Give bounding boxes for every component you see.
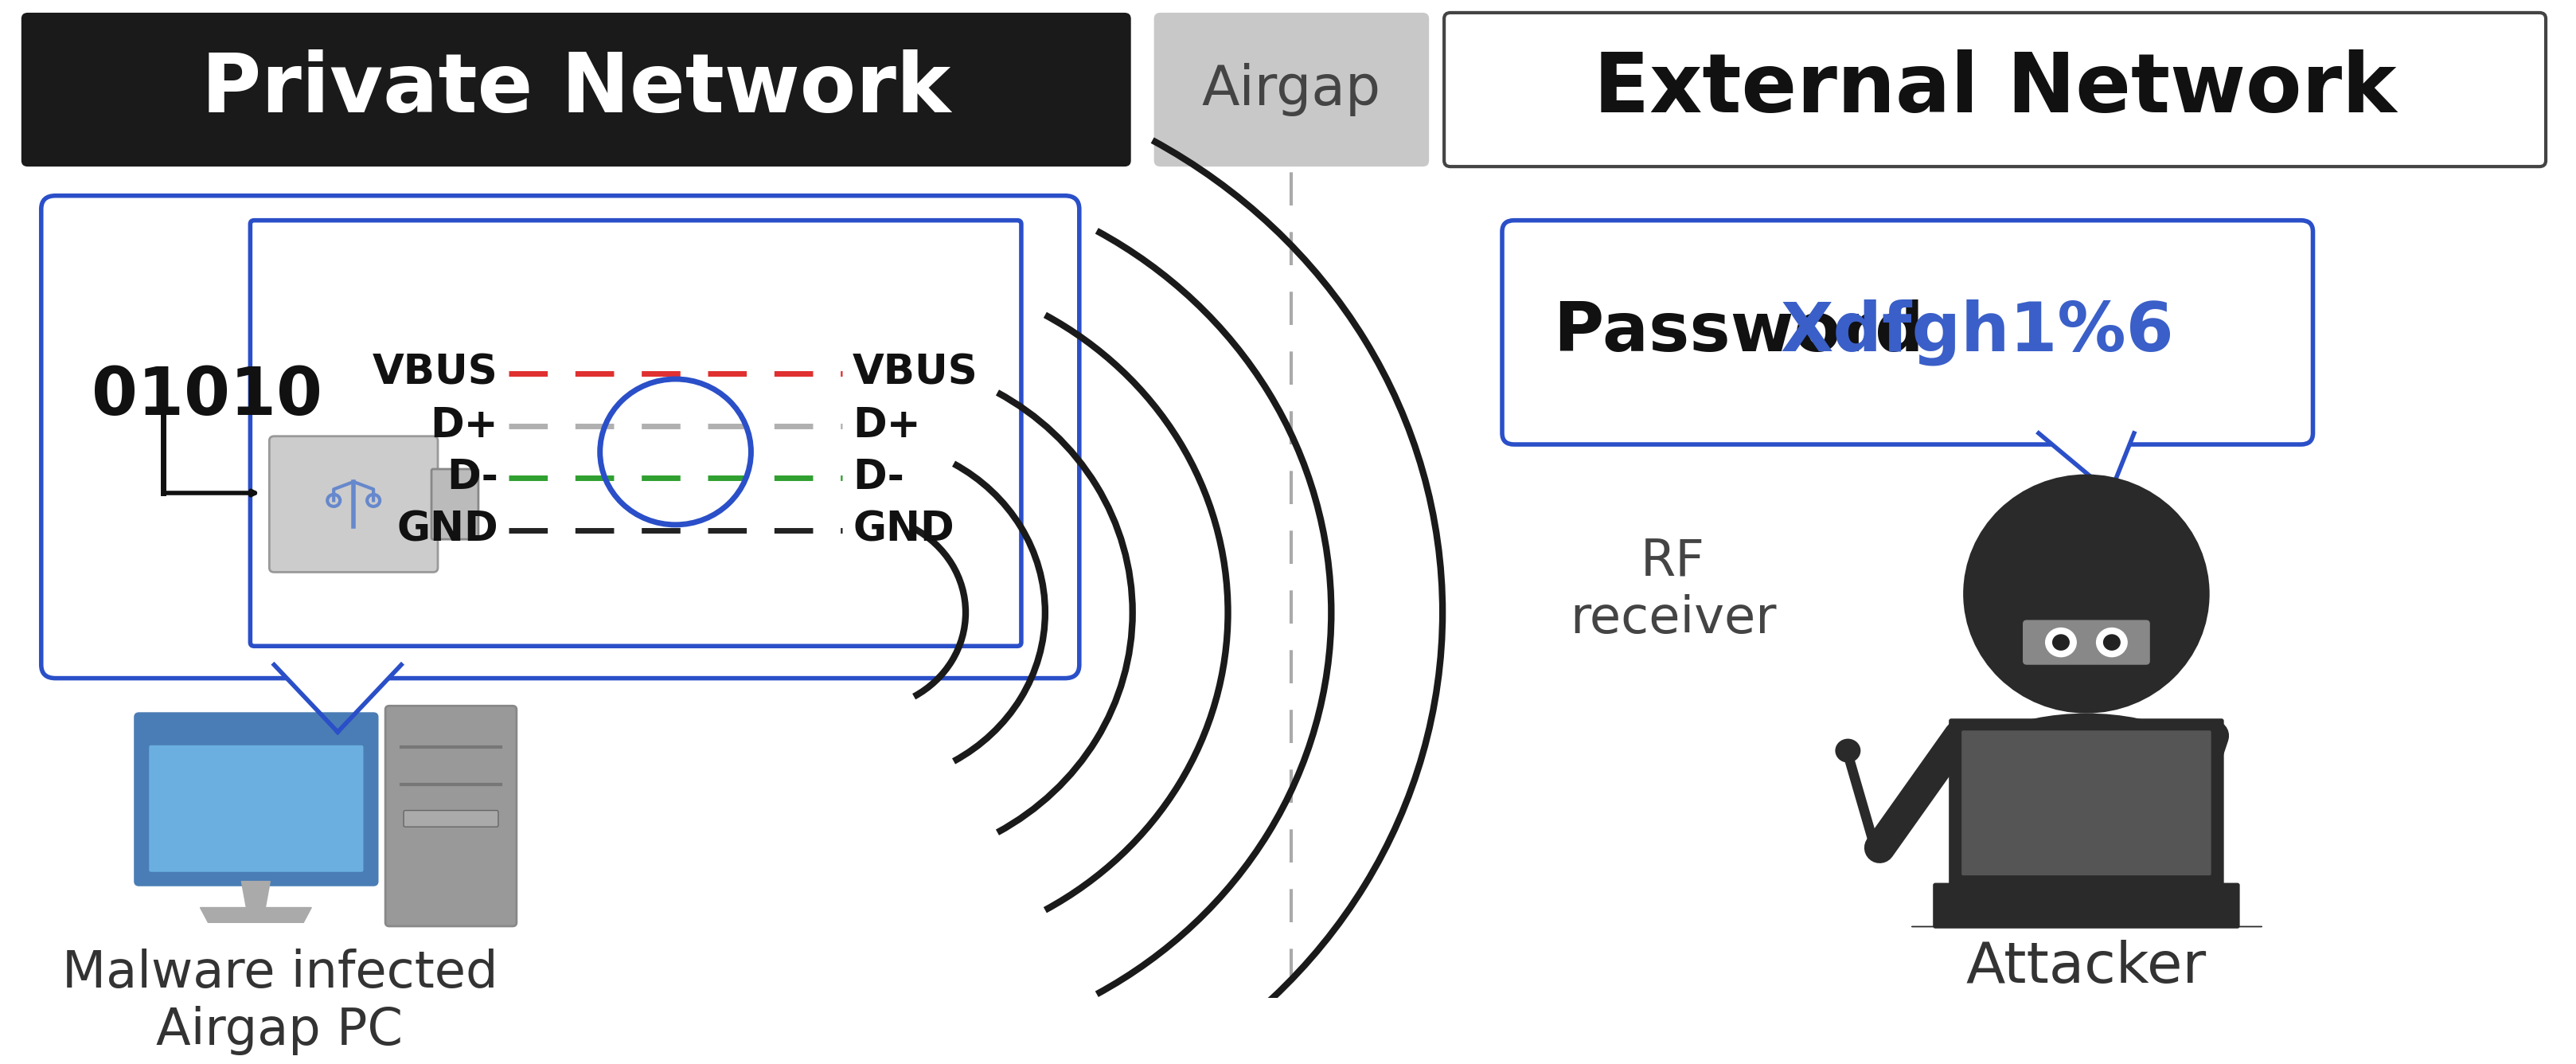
FancyBboxPatch shape (1502, 220, 2313, 445)
Text: GND: GND (397, 511, 497, 550)
FancyBboxPatch shape (1154, 13, 1430, 167)
Text: D+: D+ (430, 405, 497, 446)
Polygon shape (242, 881, 270, 908)
FancyBboxPatch shape (1932, 883, 2239, 929)
Text: Malware infected
Airgap PC: Malware infected Airgap PC (62, 949, 497, 1055)
Text: VBUS: VBUS (853, 353, 979, 394)
FancyBboxPatch shape (430, 469, 479, 539)
Text: Private Network: Private Network (201, 49, 951, 130)
FancyBboxPatch shape (1960, 731, 2210, 876)
Text: D-: D- (853, 459, 904, 498)
Text: 01010: 01010 (90, 364, 322, 428)
Ellipse shape (1950, 713, 2221, 848)
FancyBboxPatch shape (41, 196, 1079, 678)
Text: Xdfgh1%6: Xdfgh1%6 (1780, 299, 2174, 366)
Ellipse shape (1963, 475, 2208, 713)
FancyBboxPatch shape (1443, 13, 2545, 167)
FancyBboxPatch shape (2022, 620, 2148, 665)
Text: GND: GND (853, 511, 953, 550)
Circle shape (2045, 628, 2076, 658)
FancyBboxPatch shape (21, 13, 1131, 167)
FancyBboxPatch shape (386, 705, 515, 926)
Polygon shape (2038, 433, 2133, 493)
Polygon shape (273, 665, 402, 732)
FancyBboxPatch shape (404, 811, 497, 827)
FancyBboxPatch shape (1947, 718, 2223, 887)
Circle shape (1834, 738, 1860, 763)
FancyBboxPatch shape (134, 713, 376, 885)
FancyBboxPatch shape (270, 436, 438, 572)
Circle shape (2102, 634, 2120, 650)
Polygon shape (201, 908, 312, 922)
Circle shape (2050, 634, 2069, 650)
Text: External Network: External Network (1592, 49, 2396, 130)
Text: Airgap: Airgap (1200, 63, 1381, 116)
Circle shape (2094, 628, 2128, 658)
Text: RF
receiver: RF receiver (1569, 537, 1775, 644)
FancyBboxPatch shape (250, 220, 1020, 646)
Circle shape (1994, 530, 2177, 702)
Text: Password: Password (1553, 299, 1947, 365)
Text: D-: D- (446, 459, 497, 498)
Text: VBUS: VBUS (374, 353, 497, 394)
Text: D+: D+ (853, 405, 920, 446)
FancyBboxPatch shape (149, 745, 363, 872)
Text: Attacker: Attacker (1965, 940, 2205, 995)
